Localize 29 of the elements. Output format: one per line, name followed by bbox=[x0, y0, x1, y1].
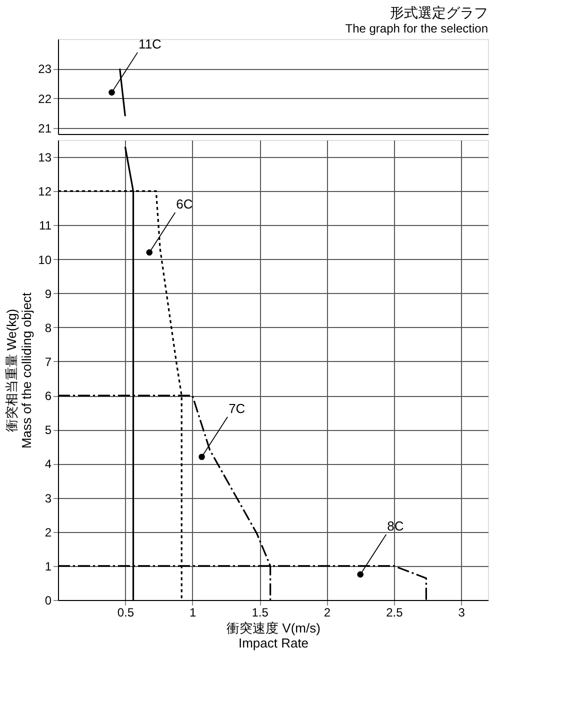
y-tick-label: 22 bbox=[38, 92, 52, 106]
y-tick-label: 21 bbox=[38, 122, 52, 136]
annotation: 11C bbox=[138, 36, 162, 52]
y-tick-label: 9 bbox=[44, 286, 52, 301]
x-tick-label: 1 bbox=[190, 606, 197, 620]
chart-subtitle: The graph for the selection bbox=[345, 21, 488, 36]
y-tick-label: 1 bbox=[44, 559, 52, 574]
x-tick-label: 0.5 bbox=[117, 606, 134, 620]
y-tick-label: 8 bbox=[44, 320, 52, 335]
y-tick-label: 23 bbox=[38, 62, 52, 76]
annotation: 7C bbox=[228, 400, 246, 416]
y-tick-label: 5 bbox=[44, 423, 52, 438]
y-tick-label: 13 bbox=[38, 150, 52, 165]
y-tick-label: 4 bbox=[44, 457, 52, 472]
x-axis-title: 衝突速度 V(m/s) Impact Rate bbox=[226, 620, 320, 650]
y-tick-label: 10 bbox=[38, 252, 52, 267]
y-tick-label: 2 bbox=[44, 525, 52, 540]
x-tick-label: 1.5 bbox=[252, 606, 269, 620]
y-tick-label: 6 bbox=[44, 389, 52, 404]
y-tick-label: 0 bbox=[44, 594, 52, 608]
y-tick-label: 7 bbox=[44, 354, 52, 369]
y-tick-label: 3 bbox=[44, 491, 52, 506]
y-tick-label: 12 bbox=[38, 184, 52, 199]
x-tick-label: 2.5 bbox=[386, 606, 404, 620]
chart-title: 形式選定グラフ bbox=[390, 4, 488, 20]
y-axis-title: 衝突相当重量 We(kg) Mass of the colliding object bbox=[4, 292, 34, 449]
x-tick-label: 3 bbox=[458, 606, 466, 620]
x-tick-label: 2 bbox=[324, 606, 331, 620]
y-tick-label: 11 bbox=[39, 218, 52, 233]
